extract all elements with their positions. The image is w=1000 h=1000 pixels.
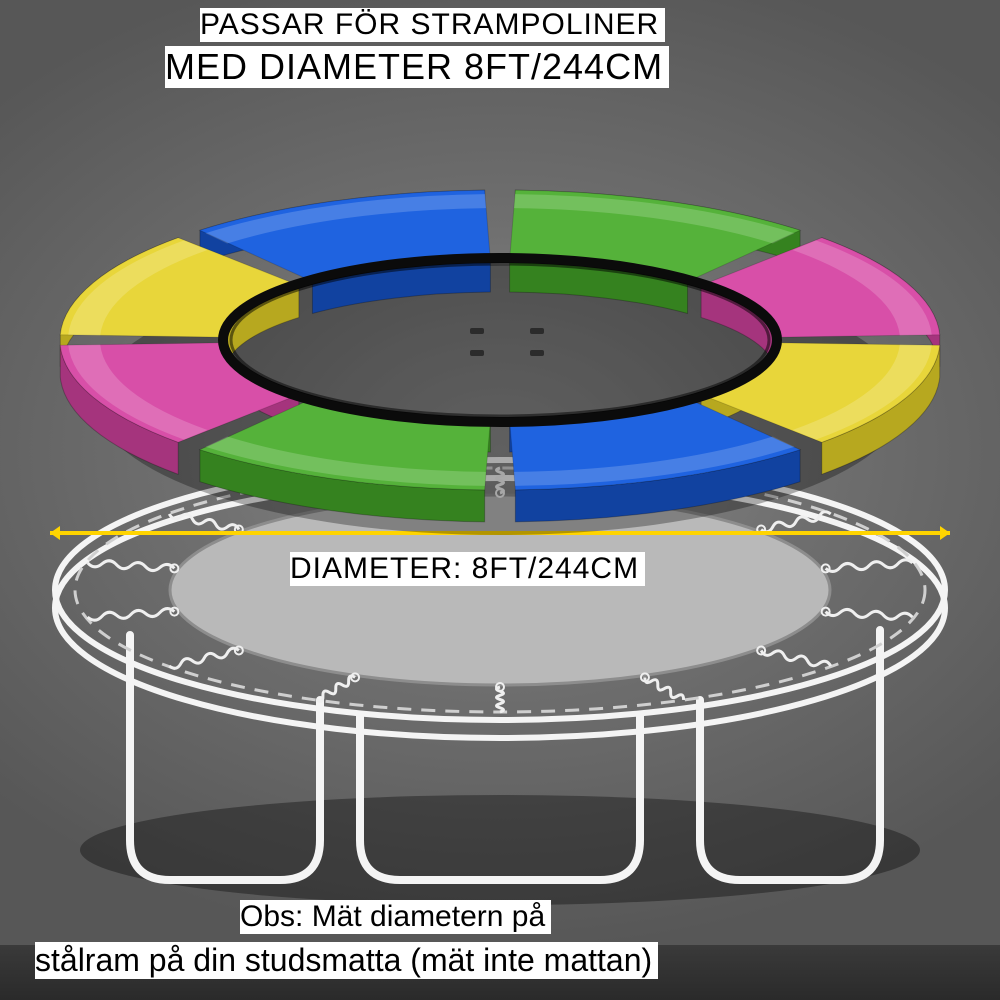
note-line-1: Obs: Mät diametern på (240, 900, 551, 934)
note-line-2: stålram på din studsmatta (mät inte matt… (35, 942, 658, 979)
title-line-2: MED DIAMETER 8FT/244CM (165, 46, 669, 88)
diameter-label: DIAMETER: 8FT/244CM (290, 552, 645, 586)
infographic-stage: PASSAR FÖR STRAMPOLINER MED DIAMETER 8FT… (0, 0, 1000, 1000)
illustration (0, 0, 1000, 1000)
title-line-1: PASSAR FÖR STRAMPOLINER (200, 8, 665, 42)
